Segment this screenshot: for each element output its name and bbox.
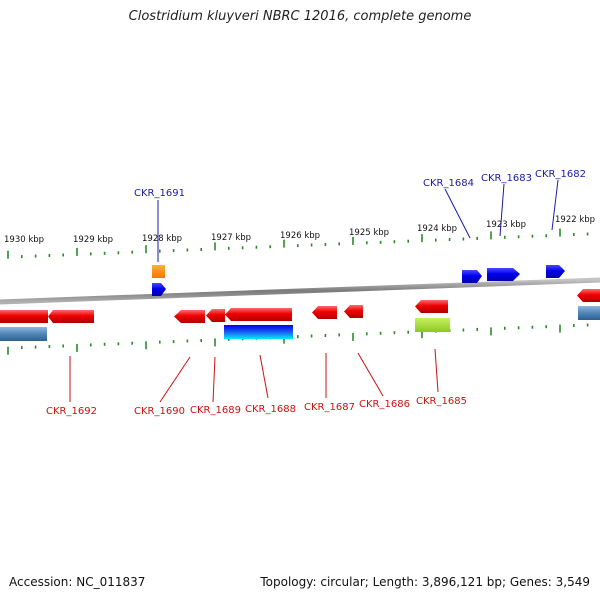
leader-line-ckr-1688 bbox=[259, 354, 269, 399]
leader-line-ckr-1683 bbox=[499, 183, 505, 237]
leader-line-ckr-1690 bbox=[159, 356, 191, 403]
gene-label-ckr-1687[interactable]: CKR_1687 bbox=[304, 402, 355, 413]
gene-ckr-1682[interactable] bbox=[546, 265, 565, 278]
gene-ckr-1685[interactable] bbox=[415, 300, 448, 313]
gene-label-ckr-1689[interactable]: CKR_1689 bbox=[190, 405, 241, 416]
leader-line-ckr-1685 bbox=[434, 348, 439, 393]
gene-ckr-1689[interactable] bbox=[206, 309, 225, 322]
ruler-label-1922: 1922 kbp bbox=[555, 215, 595, 225]
gene-ckr-1687[interactable] bbox=[312, 306, 337, 319]
leader-line-ckr-1684 bbox=[444, 188, 471, 239]
gene-ckr-1688[interactable] bbox=[225, 308, 292, 321]
gene-ckr-1684[interactable] bbox=[462, 270, 482, 283]
ruler-label-1927: 1927 kbp bbox=[211, 233, 251, 243]
ruler-label-1928: 1928 kbp bbox=[142, 234, 182, 244]
lime-feature[interactable] bbox=[415, 318, 450, 332]
cyan-blue-feature[interactable] bbox=[224, 325, 293, 339]
ruler-label-1925: 1925 kbp bbox=[349, 228, 389, 238]
gene-ckr-1686[interactable] bbox=[344, 305, 363, 318]
chromosome-backbone bbox=[0, 277, 600, 305]
forward-strand-features bbox=[152, 265, 565, 296]
gene-label-ckr-1684[interactable]: CKR_1684 bbox=[423, 178, 474, 189]
gene-ckr-1692-part[interactable] bbox=[48, 310, 94, 323]
gene-label-ckr-1690[interactable]: CKR_1690 bbox=[134, 406, 185, 417]
genome-summary-text: Topology: circular; Length: 3,896,121 bp… bbox=[260, 575, 590, 589]
steel-feature-left[interactable] bbox=[0, 327, 47, 341]
ruler-label-1929: 1929 kbp bbox=[73, 235, 113, 245]
leader-line-ckr-1682 bbox=[551, 179, 559, 231]
gene-ckr-1690[interactable] bbox=[174, 310, 205, 323]
ruler-label-1924: 1924 kbp bbox=[417, 224, 457, 234]
ruler-label-1923: 1923 kbp bbox=[486, 220, 526, 230]
gene-label-ckr-1686[interactable]: CKR_1686 bbox=[359, 399, 410, 410]
reverse-strand-features bbox=[0, 289, 600, 341]
gene-label-ckr-1682[interactable]: CKR_1682 bbox=[535, 169, 586, 180]
gene-ckr-1683[interactable] bbox=[487, 268, 520, 281]
gene-ckr-1691[interactable] bbox=[152, 283, 166, 296]
ruler-label-1930: 1930 kbp bbox=[4, 235, 44, 245]
gene-right-edge[interactable] bbox=[577, 289, 600, 302]
gene-ckr-1692[interactable] bbox=[0, 310, 48, 323]
gene-label-ckr-1688[interactable]: CKR_1688 bbox=[245, 404, 296, 415]
orange-feature[interactable] bbox=[152, 265, 165, 278]
ruler-label-1926: 1926 kbp bbox=[280, 231, 320, 241]
genome-title: Clostridium kluyveri NBRC 12016, complet… bbox=[128, 9, 472, 24]
steel-feature-right[interactable] bbox=[578, 306, 600, 320]
accession-text: Accession: NC_011837 bbox=[9, 575, 146, 589]
gene-label-ckr-1683[interactable]: CKR_1683 bbox=[481, 173, 532, 184]
leader-line-ckr-1686 bbox=[357, 352, 384, 397]
gene-label-ckr-1685[interactable]: CKR_1685 bbox=[416, 396, 467, 407]
gene-label-ckr-1692[interactable]: CKR_1692 bbox=[46, 406, 97, 417]
leader-line-ckr-1689 bbox=[212, 356, 216, 403]
gene-label-ckr-1691[interactable]: CKR_1691 bbox=[134, 188, 185, 199]
